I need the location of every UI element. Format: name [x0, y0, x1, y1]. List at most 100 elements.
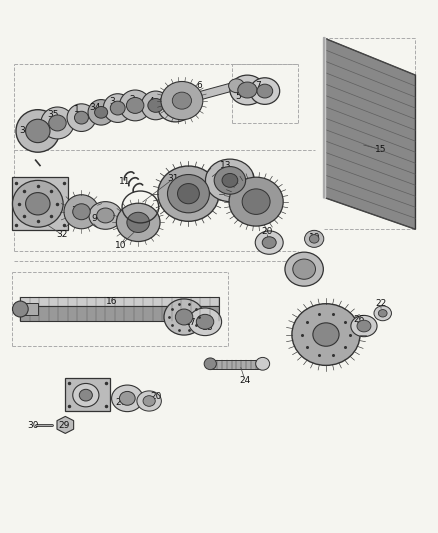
Ellipse shape [73, 204, 90, 220]
Ellipse shape [49, 115, 66, 131]
Text: 32: 32 [56, 230, 67, 239]
Polygon shape [20, 303, 38, 315]
Text: 29: 29 [58, 422, 70, 431]
Ellipse shape [25, 119, 50, 143]
Ellipse shape [351, 316, 377, 337]
Ellipse shape [143, 395, 155, 406]
Ellipse shape [205, 159, 254, 201]
Ellipse shape [89, 201, 122, 229]
Ellipse shape [120, 391, 135, 405]
Ellipse shape [117, 203, 160, 241]
Text: 1: 1 [74, 105, 80, 114]
Polygon shape [65, 378, 110, 411]
Text: 12: 12 [185, 185, 196, 194]
Text: 30: 30 [28, 422, 39, 431]
Text: 4: 4 [148, 97, 154, 106]
Text: 31: 31 [167, 174, 179, 183]
Ellipse shape [158, 92, 193, 122]
Text: 34: 34 [89, 102, 100, 111]
Ellipse shape [88, 100, 114, 125]
Ellipse shape [238, 82, 257, 98]
Ellipse shape [12, 180, 63, 227]
Text: 16: 16 [106, 296, 118, 305]
Text: 33: 33 [71, 206, 83, 215]
Ellipse shape [167, 174, 209, 213]
Polygon shape [12, 177, 68, 230]
Ellipse shape [148, 99, 163, 112]
Polygon shape [20, 305, 219, 321]
Text: 35: 35 [47, 110, 59, 119]
Text: 7: 7 [255, 81, 261, 90]
Text: 18: 18 [202, 323, 214, 332]
Ellipse shape [196, 314, 214, 329]
Ellipse shape [127, 98, 144, 114]
Text: 26: 26 [353, 315, 364, 324]
Ellipse shape [12, 301, 28, 317]
Text: 2: 2 [129, 94, 134, 103]
Polygon shape [57, 416, 74, 433]
Ellipse shape [16, 110, 60, 152]
Ellipse shape [374, 306, 392, 321]
Ellipse shape [204, 358, 216, 369]
Text: 6: 6 [197, 81, 202, 90]
Ellipse shape [255, 231, 283, 254]
Polygon shape [324, 38, 416, 229]
Ellipse shape [177, 183, 199, 204]
Text: 5: 5 [170, 100, 176, 109]
Text: 22: 22 [375, 299, 386, 308]
Ellipse shape [166, 99, 185, 115]
Ellipse shape [158, 166, 219, 221]
Text: 13: 13 [220, 161, 231, 170]
Ellipse shape [242, 189, 270, 214]
Text: 9: 9 [92, 214, 97, 223]
Ellipse shape [175, 309, 193, 325]
Text: 36: 36 [19, 126, 31, 135]
Ellipse shape [188, 308, 222, 336]
Ellipse shape [250, 78, 280, 104]
Ellipse shape [357, 320, 371, 332]
Polygon shape [182, 82, 237, 105]
Ellipse shape [285, 252, 323, 286]
Ellipse shape [304, 230, 324, 247]
Text: 20: 20 [261, 228, 273, 237]
Text: 24: 24 [240, 376, 251, 385]
Ellipse shape [73, 383, 99, 407]
Ellipse shape [95, 107, 108, 118]
Ellipse shape [262, 237, 276, 248]
Text: 17: 17 [185, 318, 196, 327]
Ellipse shape [293, 259, 315, 279]
Ellipse shape [110, 101, 125, 115]
Text: 15: 15 [375, 145, 386, 154]
Ellipse shape [141, 91, 170, 120]
Text: 27: 27 [115, 398, 127, 407]
Ellipse shape [214, 166, 246, 194]
Ellipse shape [172, 92, 191, 109]
Ellipse shape [41, 107, 74, 139]
Ellipse shape [79, 389, 92, 401]
Ellipse shape [313, 323, 339, 346]
Ellipse shape [112, 385, 143, 411]
Ellipse shape [67, 104, 96, 132]
Ellipse shape [64, 195, 99, 229]
Ellipse shape [229, 177, 283, 226]
Ellipse shape [25, 192, 50, 215]
Ellipse shape [97, 208, 114, 223]
Text: 28: 28 [76, 392, 87, 401]
Polygon shape [20, 297, 219, 305]
Text: 19: 19 [309, 233, 321, 242]
Ellipse shape [164, 299, 204, 335]
Ellipse shape [229, 79, 244, 93]
Ellipse shape [161, 82, 203, 120]
Ellipse shape [292, 304, 360, 366]
Ellipse shape [137, 391, 161, 411]
Ellipse shape [256, 358, 270, 370]
Ellipse shape [378, 310, 387, 317]
Ellipse shape [230, 75, 265, 105]
Text: 21: 21 [294, 262, 305, 271]
Ellipse shape [120, 90, 151, 121]
Polygon shape [210, 360, 263, 368]
Ellipse shape [309, 235, 319, 243]
Text: 8: 8 [22, 198, 28, 207]
Text: 23: 23 [316, 334, 327, 343]
Ellipse shape [103, 94, 132, 123]
